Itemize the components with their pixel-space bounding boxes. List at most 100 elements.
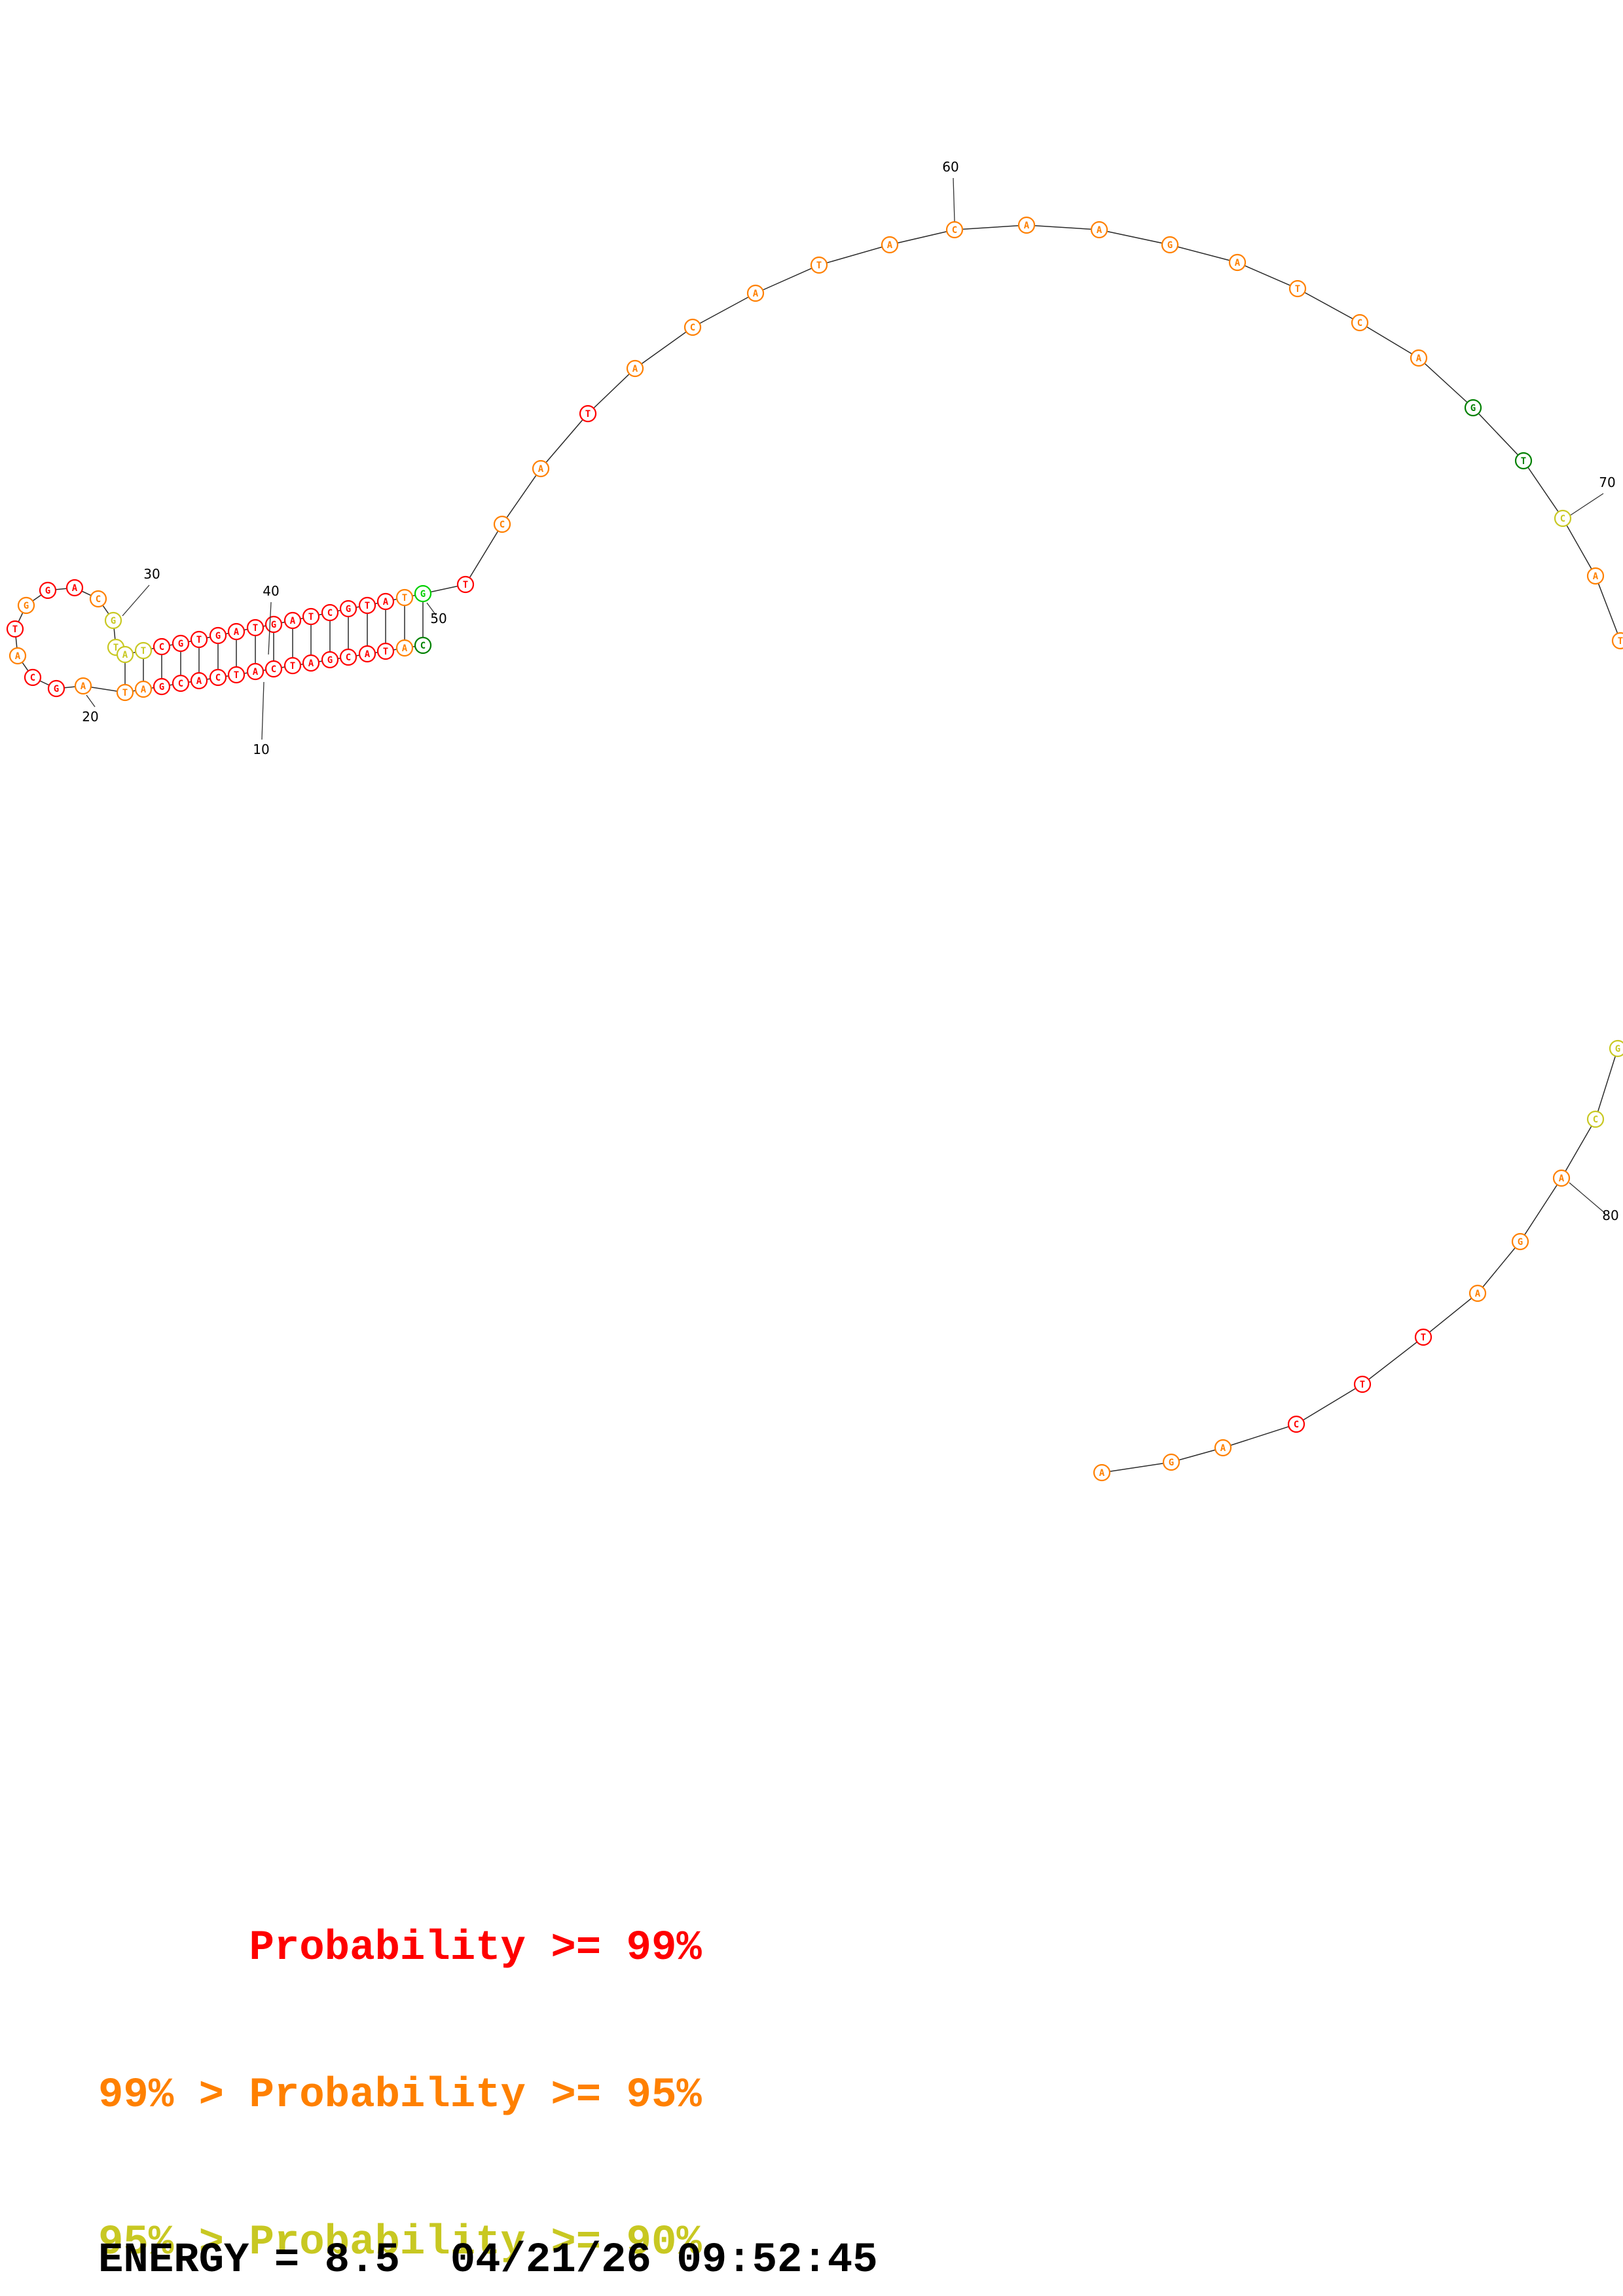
nucleotide-circle — [1288, 279, 1307, 298]
nucleotide-circle — [104, 611, 122, 630]
nucleotide-circle — [1351, 314, 1369, 332]
nucleotide-letter: A — [1416, 353, 1422, 364]
nucleotide-circle — [74, 677, 92, 695]
nucleotide-circle — [881, 236, 899, 254]
nucleotide-letter: C — [500, 520, 505, 530]
nucleotide-circle — [339, 600, 357, 618]
legend-item-label: 99% > Probability >= 95% — [98, 2072, 702, 2119]
nucleotide-circle — [302, 654, 320, 672]
nucleotide-circle — [493, 515, 511, 533]
nucleotide-letter: A — [196, 676, 202, 687]
position-label: 50 — [430, 611, 447, 626]
nucleotide-circle — [1410, 349, 1428, 367]
nucleotide-letter: G — [271, 620, 276, 630]
nucleotide-letter: G — [346, 604, 351, 615]
position-tick — [953, 177, 955, 222]
nucleotide-letter: T — [234, 670, 239, 681]
nucleotide-letter: T — [122, 688, 128, 698]
nucleotide-circle — [134, 680, 153, 698]
nucleotide-circle — [246, 662, 264, 681]
nucleotide-letter: A — [1235, 258, 1241, 268]
nucleotide-circle — [1609, 1039, 1623, 1058]
nucleotide-circle — [190, 672, 208, 690]
nucleotide-letter: T — [402, 593, 407, 603]
nucleotide-circle — [358, 596, 376, 615]
nucleotide-letter: G — [45, 586, 50, 596]
position-tick — [268, 601, 272, 655]
nucleotide-letter: T — [12, 624, 18, 635]
nucleotide-circle — [1093, 1463, 1111, 1482]
nucleotide-letter: C — [420, 641, 426, 651]
nucleotide-letter: A — [887, 240, 893, 251]
nucleotide-letter: T — [308, 612, 314, 622]
nucleotide-letter: T — [816, 260, 822, 271]
nucleotide-circle — [1353, 1375, 1372, 1393]
legend-item-label: Probability >= 99% — [98, 1925, 702, 1972]
nucleotide-circle — [283, 656, 302, 675]
nucleotide-letter: T — [141, 646, 146, 656]
nucleotide-circle — [6, 620, 24, 638]
nucleotide-letter: A — [15, 651, 21, 662]
nucleotide-circle — [532, 459, 550, 478]
backbone-segment — [1101, 1048, 1618, 1473]
nucleotide-letter: G — [420, 589, 426, 600]
nucleotide-circle — [153, 637, 171, 656]
nucleotide-letter: A — [753, 289, 759, 299]
nucleotide-letter: T — [365, 601, 370, 611]
nucleotide-letter: T — [1360, 1380, 1365, 1390]
nucleotide-circle — [9, 647, 27, 665]
nucleotide-letter: C — [1294, 1420, 1299, 1430]
nucleotide-circle — [227, 666, 246, 684]
nucleotide-letter: A — [290, 616, 296, 626]
nucleotide-circle — [1514, 452, 1533, 470]
nucleotide-circle — [339, 648, 357, 666]
nucleotide-letter: C — [1593, 1115, 1598, 1125]
position-label: 10 — [253, 742, 269, 757]
nucleotide-circle — [1090, 221, 1108, 239]
nucleotide-circle — [1464, 399, 1482, 417]
nucleotide-letter: G — [1470, 403, 1476, 414]
nucleotide-letter: A — [632, 364, 638, 374]
nucleotide-circle — [414, 584, 432, 603]
nucleotide-letter: T — [463, 580, 468, 590]
nucleotide-circle — [302, 607, 320, 626]
position-label: 80 — [1602, 1208, 1618, 1223]
nucleotide-circle — [134, 641, 153, 660]
nucleotide-letter: A — [1559, 1174, 1565, 1184]
nucleotide-letter: A — [538, 464, 544, 475]
nucleotide-circle — [283, 611, 302, 630]
nucleotide-circle — [945, 221, 964, 239]
nucleotide-circle — [810, 256, 828, 274]
position-tick — [426, 602, 437, 616]
nucleotide-letter: T — [1521, 456, 1526, 467]
nucleotide-letter: G — [1167, 240, 1173, 251]
nucleotide-letter: C — [159, 642, 164, 653]
nucleotide-circle — [190, 630, 208, 649]
nucleotide-letter: G — [159, 682, 164, 692]
nucleotide-circle — [1162, 1453, 1180, 1471]
nucleotide-circle — [47, 679, 65, 698]
nucleotide-letter: T — [196, 635, 202, 645]
nucleotide-letter: C — [1560, 514, 1565, 524]
nucleotide-letter: A — [141, 685, 147, 695]
nucleotide-circle — [246, 619, 264, 637]
legend-item-label: 95% > Probability >= 90% — [98, 2219, 702, 2267]
nucleotide-letter: T — [113, 643, 119, 653]
nucleotide-circle — [209, 626, 227, 645]
nucleotide-letter: G — [327, 655, 333, 666]
probability-legend: Probability >= 99% 99% > Probability >= … — [98, 1826, 702, 2296]
position-label: 20 — [82, 709, 98, 725]
position-label: 40 — [263, 583, 279, 599]
nucleotide-letter: A — [308, 658, 314, 669]
nucleotide-circle — [264, 660, 283, 678]
position-label: 60 — [942, 159, 958, 175]
nucleotide-letter: A — [1097, 225, 1103, 236]
legend-item: 95% > Probability >= 90% — [98, 2219, 702, 2268]
nucleotide-letter: G — [178, 639, 183, 649]
position-label: 30 — [143, 566, 160, 582]
position-tick — [1569, 1182, 1606, 1214]
position-label: 70 — [1599, 475, 1615, 490]
nucleotide-letter: A — [365, 649, 371, 660]
nucleotide-letter: G — [215, 631, 221, 641]
